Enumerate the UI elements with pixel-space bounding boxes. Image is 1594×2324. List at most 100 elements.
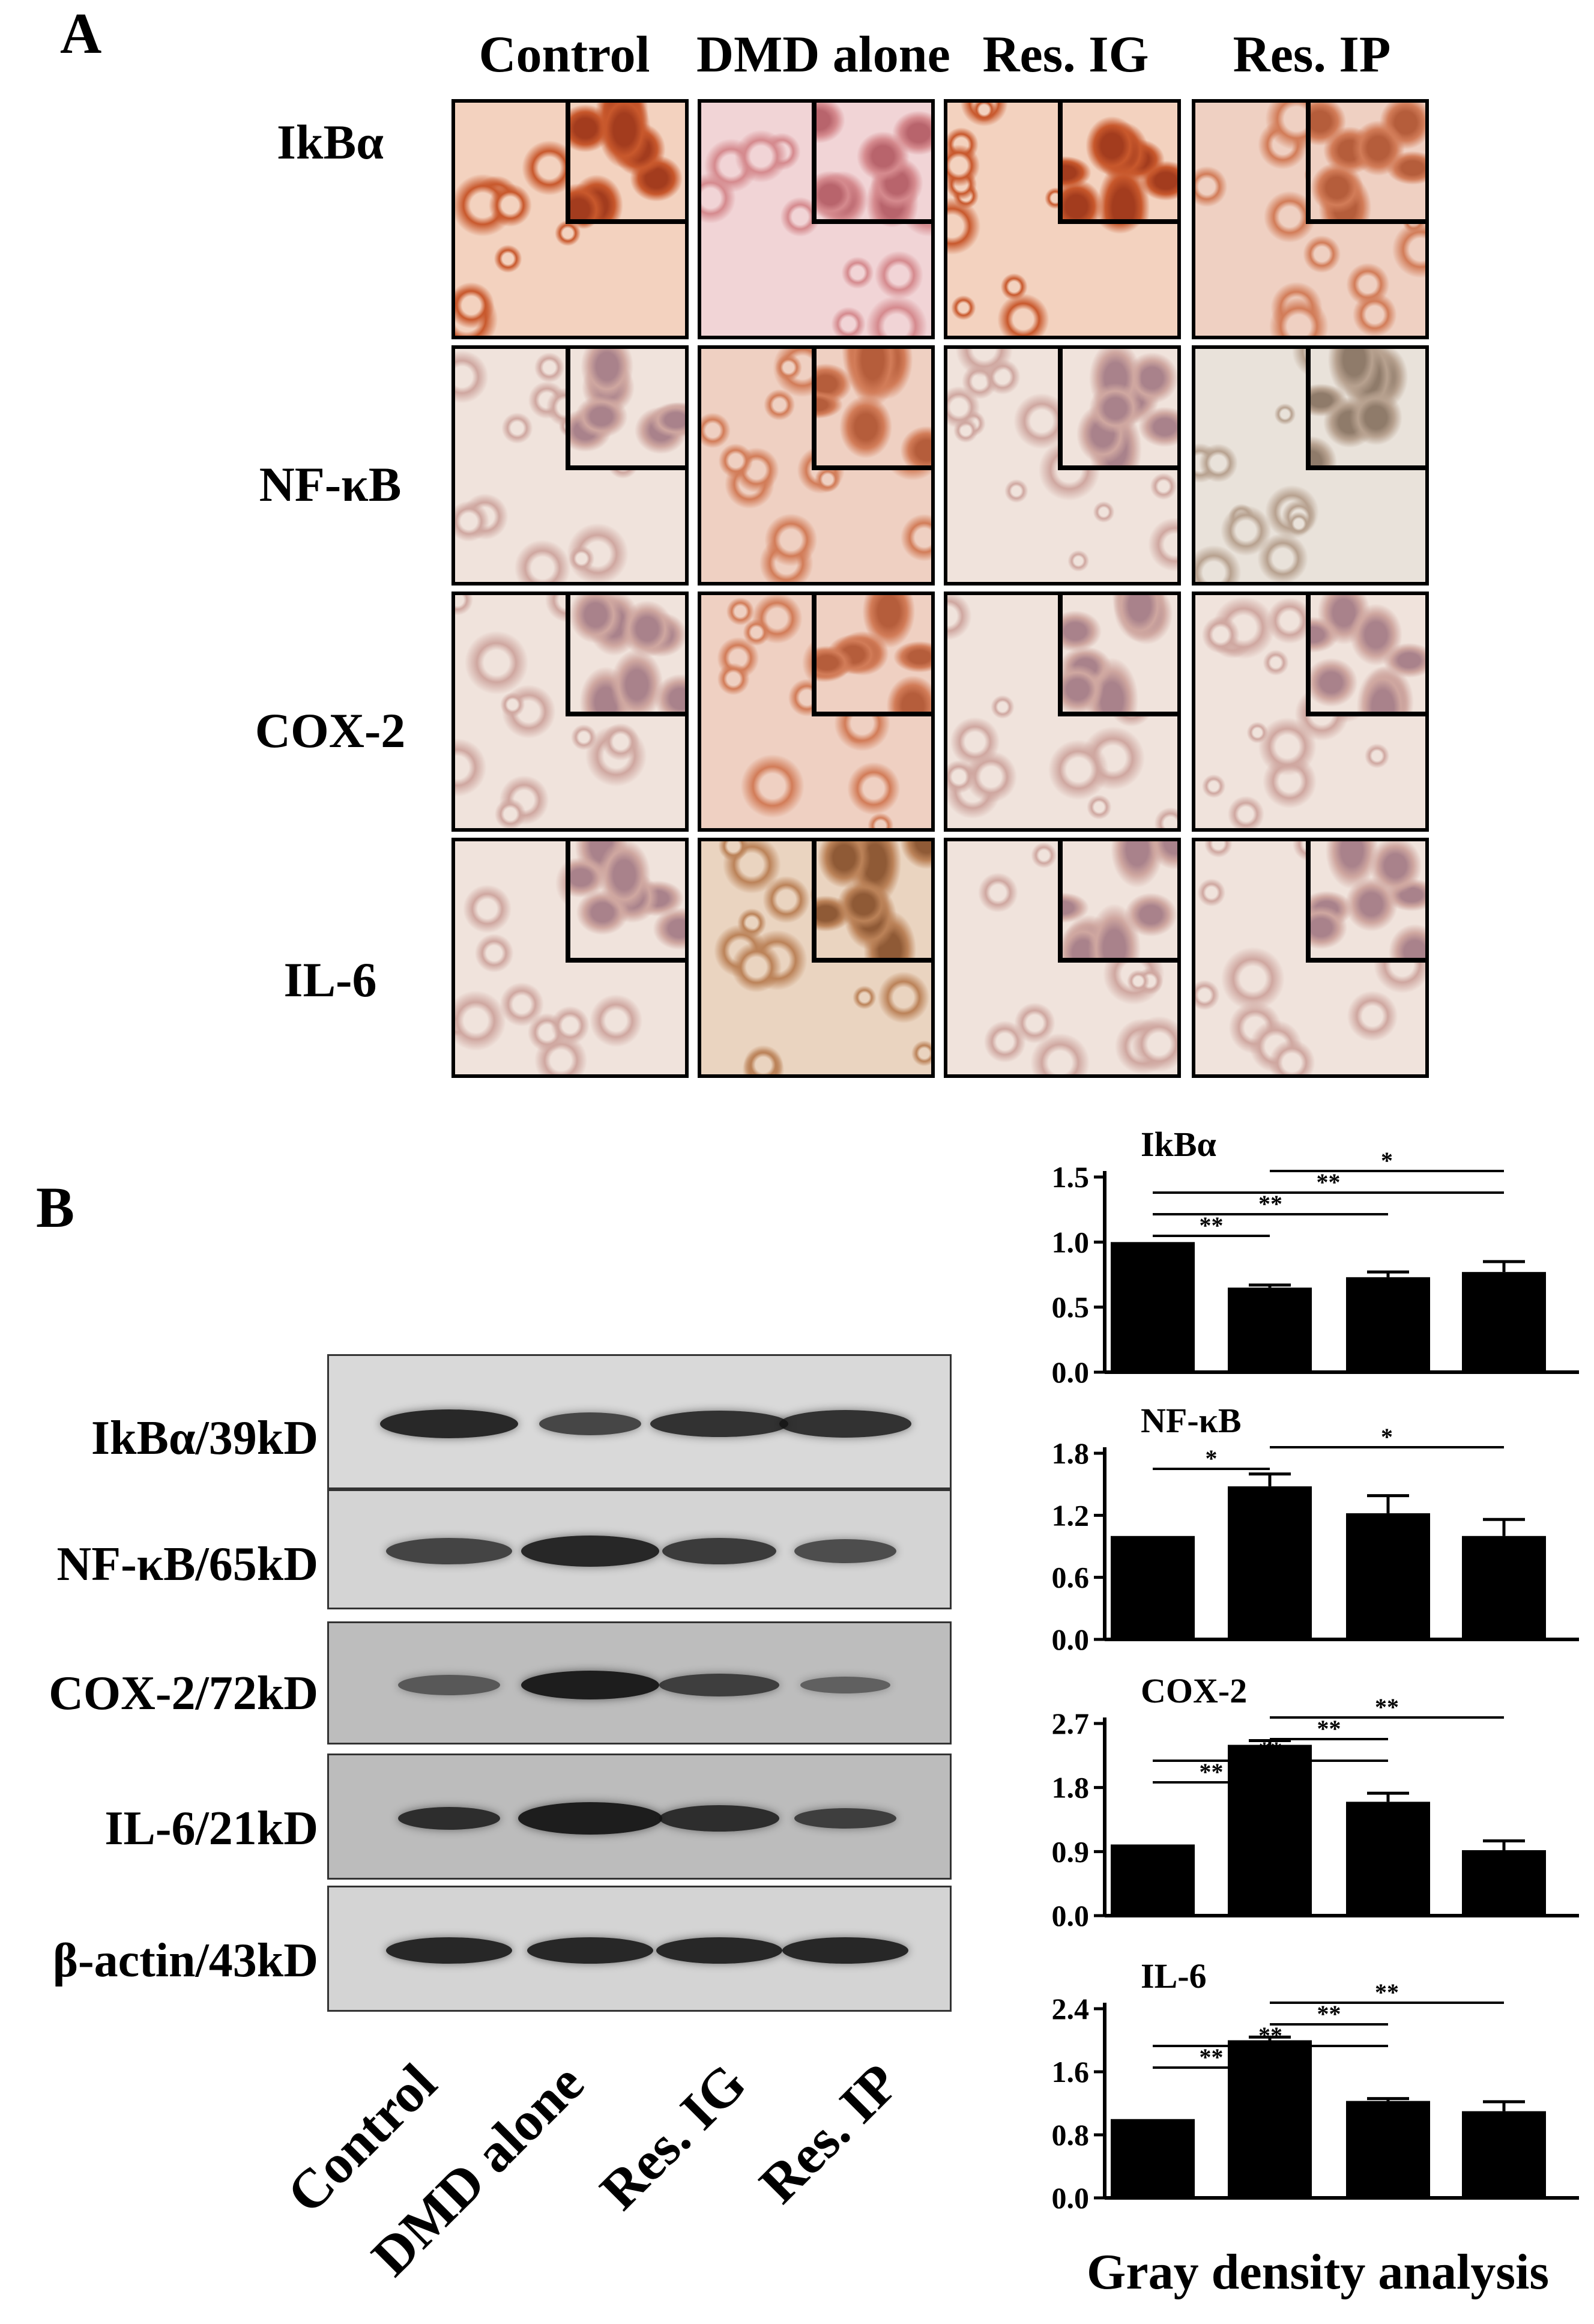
- blot-strip: [327, 1886, 952, 2012]
- blot-label-ikba: IkBα/39kD: [91, 1412, 318, 1465]
- y-tick-label: 1.0: [1052, 1225, 1090, 1259]
- significance-label: **: [1200, 1758, 1224, 1785]
- ihc-magnified-inset: [811, 841, 931, 963]
- blot-band: [518, 1802, 662, 1835]
- y-tick-label: 1.6: [1052, 2055, 1090, 2089]
- significance-label: **: [1200, 2044, 1224, 2071]
- significance-label: **: [1200, 1212, 1224, 1239]
- blot-strip: [327, 1754, 952, 1880]
- blot-band: [656, 1937, 782, 1964]
- significance-label: **: [1258, 2022, 1282, 2049]
- blot-band: [794, 1539, 896, 1563]
- ihc-magnified-inset: [1305, 103, 1425, 224]
- significance-label: **: [1258, 1190, 1282, 1217]
- blot-band: [794, 1808, 896, 1829]
- y-tick-label: 0.8: [1052, 2118, 1090, 2152]
- significance-label: **: [1258, 1737, 1282, 1764]
- row-header-il6: IL-6: [283, 952, 377, 1007]
- y-tick-label: 1.5: [1052, 1160, 1090, 1194]
- significance-label: **: [1317, 1715, 1341, 1742]
- bar-dmd-alone: [1228, 2040, 1312, 2198]
- row-header-nfkb: NF-κB: [259, 457, 402, 512]
- y-tick-label: 0.0: [1052, 1899, 1090, 1932]
- ihc-magnified-inset: [811, 349, 931, 470]
- y-tick-label: 1.2: [1052, 1498, 1090, 1532]
- column-header-control: Control: [479, 25, 650, 83]
- bar-res-ip: [1462, 2111, 1546, 2198]
- blot-strip: [327, 1354, 952, 1489]
- y-tick-label: 0.0: [1052, 1623, 1090, 1656]
- bar-res-ip: [1462, 1536, 1546, 1639]
- ihc-tile: [698, 99, 935, 339]
- bar-res-ig: [1346, 2101, 1430, 2198]
- significance-label: **: [1317, 2000, 1341, 2027]
- chart-title: IkBα: [1141, 1125, 1216, 1164]
- ihc-magnified-inset: [811, 103, 931, 224]
- y-tick-label: 0.0: [1052, 2181, 1090, 2215]
- blot-band: [662, 1538, 776, 1564]
- blot-band: [527, 1937, 653, 1964]
- ihc-magnified-inset: [1305, 841, 1425, 963]
- lane-label-res-ip: Res. IP: [747, 2051, 911, 2215]
- bar-control: [1111, 1844, 1195, 1916]
- ihc-tile: [698, 592, 935, 832]
- significance-label: *: [1206, 1445, 1218, 1472]
- bar-control: [1111, 1536, 1195, 1639]
- ihc-tile: [451, 345, 689, 586]
- chart-title: NF-κB: [1141, 1401, 1242, 1440]
- blot-band: [521, 1536, 659, 1567]
- chart-title: IL-6: [1141, 1956, 1207, 1996]
- y-tick-label: 2.7: [1052, 1707, 1090, 1740]
- lane-label-res-ig: Res. IG: [588, 2051, 758, 2221]
- column-header-dmd-alone: DMD alone: [696, 25, 950, 83]
- ihc-tile: [944, 345, 1181, 586]
- blot-band: [659, 1673, 779, 1696]
- blot-band: [779, 1409, 911, 1438]
- blot-band: [521, 1670, 659, 1699]
- blot-band: [398, 1807, 500, 1830]
- bar-res-ip: [1462, 1850, 1546, 1916]
- gray-density-footer: Gray density analysis: [1087, 2244, 1550, 2300]
- blot-band: [386, 1538, 512, 1564]
- blot-band: [800, 1676, 890, 1693]
- ihc-magnified-inset: [565, 349, 685, 470]
- blot-label-il6: IL-6/21kD: [104, 1802, 318, 1855]
- y-tick-label: 2.4: [1052, 1992, 1090, 2026]
- ihc-tile: [1192, 99, 1429, 339]
- blot-band: [539, 1412, 641, 1435]
- blot-band: [659, 1805, 779, 1832]
- ihc-tile: [1192, 345, 1429, 586]
- ihc-magnified-inset: [1305, 595, 1425, 716]
- bar-control: [1111, 1242, 1195, 1372]
- ihc-magnified-inset: [1057, 841, 1177, 963]
- bar-res-ig: [1346, 1513, 1430, 1639]
- ihc-tile: [698, 838, 935, 1078]
- ihc-tile: [451, 592, 689, 832]
- y-tick-label: 1.8: [1052, 1771, 1090, 1805]
- blot-band: [386, 1937, 512, 1964]
- row-header-cox2: COX-2: [255, 703, 406, 758]
- row-header-ikba: IkBα: [277, 115, 384, 169]
- blot-label-nfkb: NF-κB/65kD: [56, 1538, 318, 1591]
- ihc-tile: [1192, 592, 1429, 832]
- y-tick-label: 0.9: [1052, 1835, 1090, 1868]
- significance-label: **: [1375, 1979, 1399, 2006]
- bar-control: [1111, 2119, 1195, 2198]
- bar-dmd-alone: [1228, 1745, 1312, 1916]
- significance-label: **: [1375, 1693, 1399, 1720]
- y-tick-label: 0.0: [1052, 1355, 1090, 1389]
- chart-title: COX-2: [1141, 1671, 1247, 1710]
- ihc-magnified-inset: [811, 595, 931, 716]
- bar-res-ig: [1346, 1277, 1430, 1372]
- ihc-magnified-inset: [565, 595, 685, 716]
- ihc-tile: [451, 99, 689, 339]
- gray-density-charts: IkBα0.00.51.01.5*******NF-κB0.00.61.21.8…: [1052, 1125, 1579, 2215]
- panel-b-letter: B: [36, 1175, 75, 1239]
- blot-strip: [327, 1489, 952, 1609]
- ihc-tile: [944, 99, 1181, 339]
- blot-band: [380, 1409, 518, 1438]
- blot-label-beta-actin: β-actin/43kD: [52, 1934, 318, 1987]
- ihc-magnified-inset: [565, 103, 685, 224]
- blot-label-cox2: COX-2/72kD: [49, 1667, 318, 1720]
- panel-a-letter: A: [60, 1, 102, 65]
